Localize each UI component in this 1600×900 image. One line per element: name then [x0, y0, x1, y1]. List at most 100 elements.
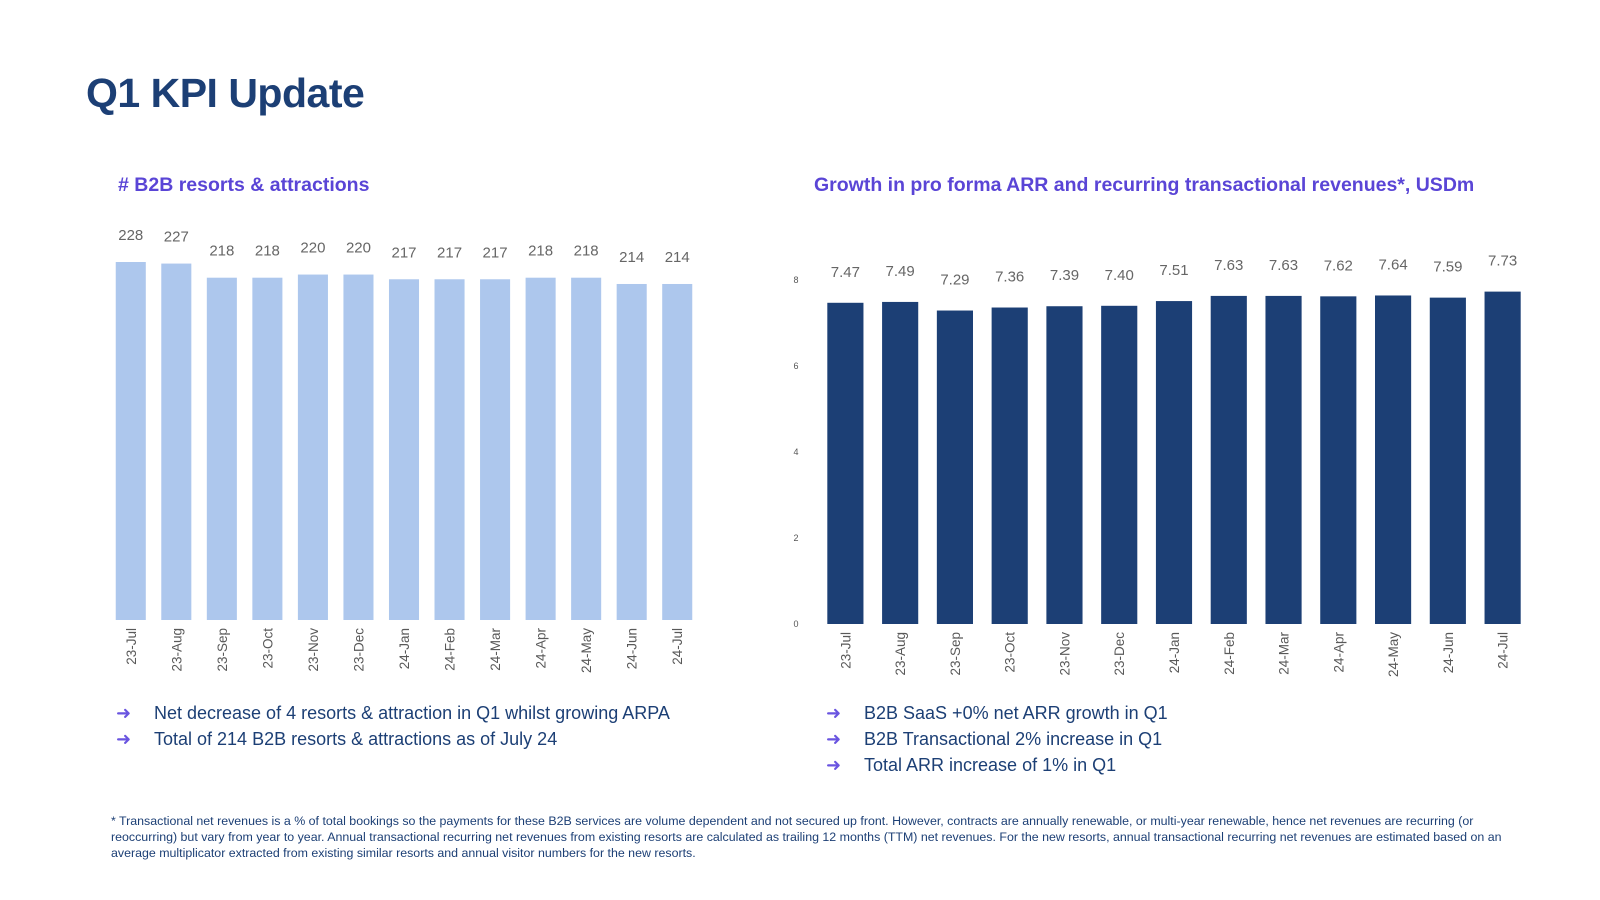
x-tick-label: 23-Aug [893, 632, 908, 676]
bullet-text: Total ARR increase of 1% in Q1 [864, 755, 1117, 775]
x-tick-label: 23-Oct [260, 628, 275, 669]
x-tick-label: 23-Oct [1003, 632, 1018, 673]
y-tick-label: 8 [793, 275, 798, 285]
bar-23-Oct [252, 277, 283, 620]
bar-23-Sep [936, 310, 973, 624]
bar-value-label: 7.73 [1488, 253, 1517, 270]
bar-value-label: 218 [528, 243, 553, 260]
x-tick-label: 24-Mar [1277, 632, 1292, 675]
bullet-item: ➜ B2B SaaS +0% net ARR growth in Q1 [822, 700, 1168, 726]
bar-24-Apr [1320, 296, 1357, 624]
bar-value-label: 217 [391, 244, 416, 261]
bar-24-Jul [662, 283, 693, 620]
x-tick-label: 23-Dec [351, 628, 366, 672]
x-tick-label: 24-May [579, 628, 594, 673]
bar-24-Mar [480, 279, 511, 620]
bar-value-label: 217 [437, 244, 462, 261]
bar-value-label: 7.29 [940, 272, 969, 289]
x-tick-label: 24-Jun [625, 628, 640, 669]
bar-value-label: 7.64 [1378, 256, 1407, 273]
page-title: Q1 KPI Update [86, 70, 365, 116]
x-tick-label: 24-Feb [443, 628, 458, 671]
bar-24-Mar [1265, 295, 1302, 624]
bar-value-label: 220 [346, 240, 371, 257]
bar-24-May [571, 277, 602, 620]
bar-value-label: 218 [574, 243, 599, 260]
bar-24-Apr [525, 277, 556, 620]
bullet-item: ➜ Net decrease of 4 resorts & attraction … [112, 700, 670, 726]
bar-23-Oct [991, 307, 1028, 624]
bar-23-Jul [115, 262, 146, 620]
bar-value-label: 220 [300, 240, 325, 257]
chart-title-arr: Growth in pro forma ARR and recurring tr… [814, 174, 1475, 196]
x-tick-label: 24-Jan [397, 628, 412, 669]
x-tick-label: 23-Sep [215, 628, 230, 672]
bar-value-label: 214 [665, 249, 690, 266]
bullet-text: Total of 214 B2B resorts & attractions a… [154, 729, 558, 749]
x-tick-label: 23-Nov [306, 628, 321, 672]
x-tick-label: 24-Jul [670, 628, 685, 665]
x-tick-label: 24-Feb [1222, 632, 1237, 675]
bar-value-label: 7.63 [1269, 257, 1298, 274]
bullet-item: ➜ Total ARR increase of 1% in Q1 [822, 752, 1168, 778]
x-tick-label: 24-Apr [534, 628, 549, 669]
bar-24-Jun [1429, 297, 1466, 624]
bullet-text: B2B SaaS +0% net ARR growth in Q1 [864, 703, 1168, 723]
bar-24-Jan [388, 279, 420, 620]
x-tick-label: 24-May [1386, 632, 1401, 677]
bar-value-label: 7.63 [1214, 257, 1243, 274]
arrow-right-icon: ➜ [826, 703, 842, 723]
right-bullet-list: ➜ B2B SaaS +0% net ARR growth in Q1 ➜ B2B … [822, 700, 1168, 778]
bar-23-Dec [1101, 305, 1138, 624]
x-tick-label: 24-Jul [1496, 632, 1511, 669]
left-bullet-list: ➜ Net decrease of 4 resorts & attraction … [112, 700, 670, 752]
bar-value-label: 227 [164, 229, 189, 246]
chart-title-resorts: # B2B resorts & attractions [118, 174, 370, 196]
bullet-text: Net decrease of 4 resorts & attraction i… [154, 703, 670, 723]
bar-value-label: 7.39 [1050, 267, 1079, 284]
bar-24-Jul [1484, 291, 1521, 624]
arrow-right-icon: ➜ [116, 729, 132, 749]
bar-value-label: 214 [619, 249, 644, 266]
x-tick-label: 24-Apr [1331, 632, 1346, 673]
x-tick-label: 23-Nov [1057, 632, 1072, 676]
y-tick-label: 6 [793, 361, 798, 371]
bar-24-May [1375, 295, 1412, 624]
arrow-right-icon: ➜ [116, 703, 132, 723]
bullet-item: ➜ Total of 214 B2B resorts & attractions … [112, 726, 670, 752]
bar-value-label: 7.51 [1159, 262, 1188, 279]
x-tick-label: 23-Dec [1112, 632, 1127, 676]
bar-23-Nov [297, 274, 328, 620]
bar-24-Feb [434, 279, 465, 620]
bar-value-label: 7.59 [1433, 259, 1462, 276]
x-tick-label: 24-Mar [488, 628, 503, 671]
bar-value-label: 7.49 [886, 263, 915, 280]
footnote: * Transactional net revenues is a % of t… [111, 814, 1502, 860]
bar-24-Feb [1210, 295, 1247, 624]
bar-value-label: 7.36 [995, 269, 1024, 286]
bar-value-label: 7.47 [831, 264, 860, 281]
bar-23-Jul [827, 302, 864, 624]
arrow-right-icon: ➜ [826, 729, 842, 749]
bar-value-label: 7.62 [1324, 257, 1353, 274]
bar-23-Aug [882, 301, 919, 624]
bar-23-Nov [1046, 306, 1083, 624]
bar-23-Sep [206, 277, 237, 620]
bar-value-label: 217 [483, 244, 508, 261]
bar-value-label: 218 [209, 243, 234, 260]
y-tick-label: 0 [793, 619, 798, 629]
bar-value-label: 218 [255, 243, 280, 260]
arrow-right-icon: ➜ [826, 755, 842, 775]
bar-24-Jun [616, 283, 647, 620]
bar-23-Aug [161, 263, 192, 620]
x-tick-label: 23-Jul [838, 632, 853, 669]
bar-value-label: 7.40 [1105, 267, 1134, 284]
x-tick-label: 24-Jun [1441, 632, 1456, 673]
bar-24-Jan [1155, 301, 1193, 624]
y-tick-label: 2 [793, 533, 798, 543]
x-tick-label: 23-Sep [948, 632, 963, 676]
bar-23-Dec [343, 274, 374, 620]
x-tick-label: 23-Jul [124, 628, 139, 665]
bullet-item: ➜ B2B Transactional 2% increase in Q1 [822, 726, 1168, 752]
